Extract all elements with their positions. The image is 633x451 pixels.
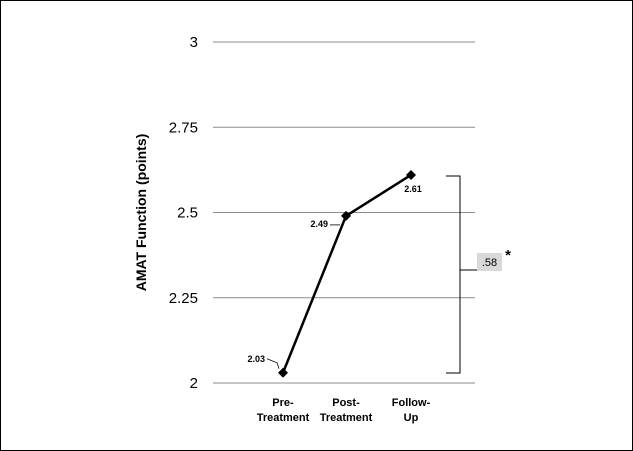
data-label: 2.03 (247, 354, 265, 364)
y-tick-label: 2.5 (177, 205, 198, 222)
difference-value: .58 (482, 257, 497, 269)
y-tick-label: 2 (190, 375, 198, 392)
difference-annotation: .58 * (446, 175, 511, 374)
gridlines (213, 41, 475, 384)
difference-box (477, 253, 502, 271)
y-axis-ticks: 2 2.25 2.5 2.75 3 (169, 34, 198, 392)
data-labels: 2.03 2.49 2.61 (247, 184, 422, 369)
series-amat-function (278, 169, 416, 378)
x-category-label: Follow-Up (392, 397, 431, 424)
x-category-label: Pre-Treatment (257, 397, 310, 424)
data-point-marker (341, 210, 351, 221)
y-tick-label: 2.75 (169, 119, 198, 136)
data-point-marker (278, 367, 288, 378)
data-label: 2.61 (404, 184, 422, 194)
data-point-marker (406, 169, 416, 180)
y-tick-label: 3 (190, 34, 198, 51)
data-label: 2.49 (310, 219, 328, 229)
y-axis-label: AMAT Function (points) (133, 134, 149, 292)
x-axis-categories: Pre-Treatment Post-Treatment Follow-Up (257, 397, 431, 424)
data-label-leader (266, 358, 280, 369)
bracket (446, 175, 461, 374)
x-category-label: Post-Treatment (320, 397, 373, 424)
y-tick-label: 2.25 (169, 290, 198, 307)
series-line (281, 173, 412, 374)
significance-marker: * (505, 247, 511, 264)
